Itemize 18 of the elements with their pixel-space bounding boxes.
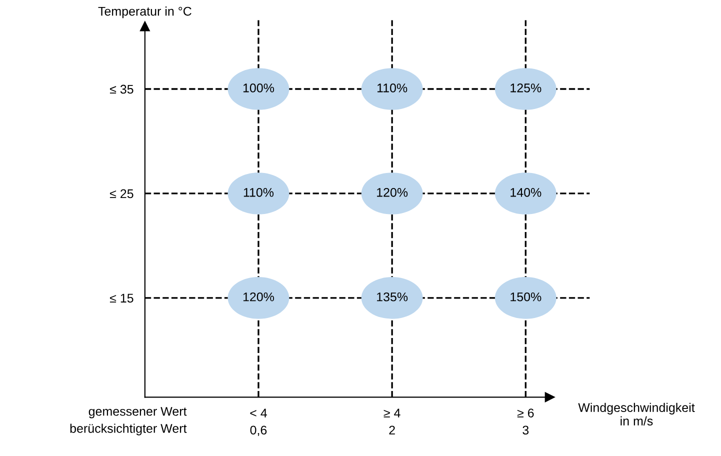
x-tick-label: ≥ 4 2: [384, 408, 400, 434]
x-tick-label: < 4 0,6: [250, 408, 267, 436]
data-label: 150%: [510, 292, 542, 302]
data-label: 100%: [243, 84, 274, 92]
data-label: 135%: [377, 292, 408, 302]
data-label: 110%: [244, 188, 274, 197]
y-tick-label: ≤ 25: [110, 189, 134, 198]
y-tick-label: ≤ 15: [110, 294, 134, 303]
data-label: 125%: [510, 84, 542, 92]
data-label: 110%: [377, 84, 408, 92]
data-label: 140%: [510, 188, 542, 197]
text: gemessener Wert berücksichtigter Wert: [70, 407, 187, 436]
y-axis-title: Temperatur in °C: [98, 6, 192, 18]
y-tick-label: ≤ 35: [110, 84, 134, 94]
data-label: 120%: [377, 188, 408, 197]
x-axis-title: Windgeschwindigkeit in m/s: [578, 402, 695, 426]
data-label: 120%: [243, 292, 274, 302]
x-tick-label: ≥ 6 3: [517, 408, 534, 435]
